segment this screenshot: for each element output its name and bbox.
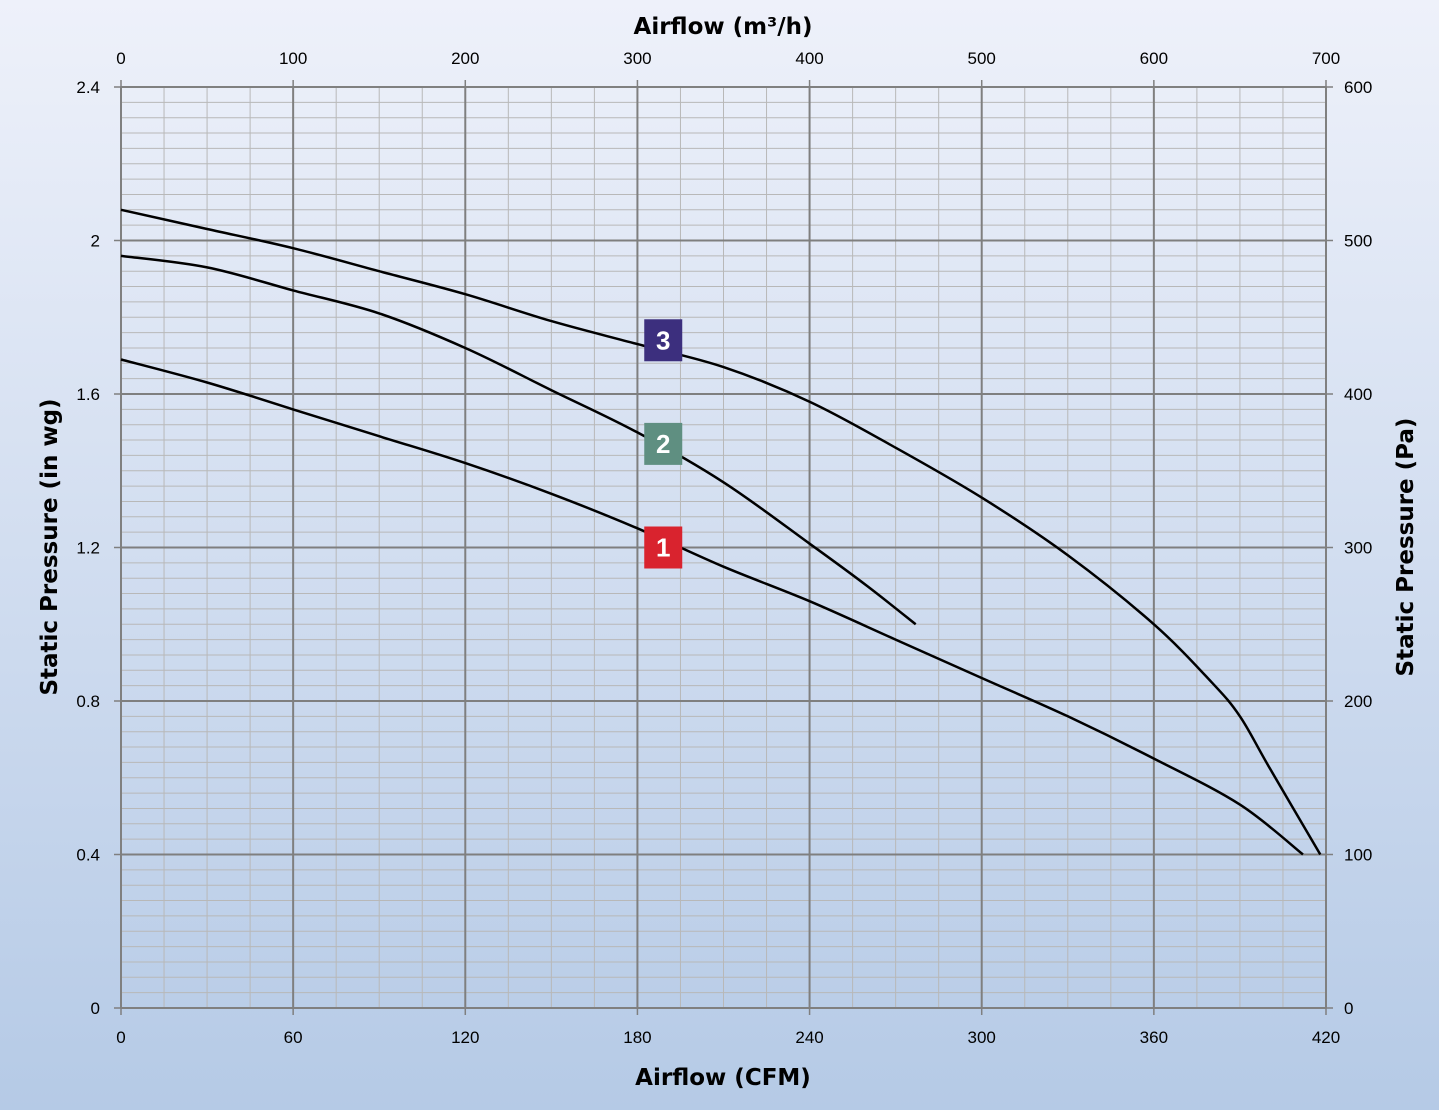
x2-tick-label: 100 xyxy=(279,49,307,68)
x2-tick-label: 300 xyxy=(623,49,651,68)
series-badge-label: 3 xyxy=(656,325,670,355)
series-lines xyxy=(120,208,1322,856)
x-axis-title: Airflow (CFM) xyxy=(635,1065,811,1091)
x2-tick-label: 600 xyxy=(1140,49,1168,68)
series-badge-label: 1 xyxy=(656,533,670,563)
x-tick-label: 60 xyxy=(284,1028,303,1047)
x-axis-ticks: 0 60 120 180 240 300 360 420 xyxy=(116,1028,1340,1047)
y2-tick-label: 200 xyxy=(1344,692,1372,711)
x2-tick-label: 500 xyxy=(968,49,996,68)
y-tick-label: 2 xyxy=(91,232,100,251)
x2-tick-label: 700 xyxy=(1312,49,1340,68)
x2-tick-label: 200 xyxy=(451,49,479,68)
series-badge-label: 2 xyxy=(656,429,670,459)
y-axis-ticks: 0 0.4 0.8 1.2 1.6 2 2.4 xyxy=(76,78,100,1018)
y-tick-label: 1.6 xyxy=(76,385,100,404)
series-badge-1: 1 xyxy=(644,526,683,569)
y2-tick-label: 300 xyxy=(1344,539,1372,558)
x2-axis-ticks: 0 100 200 300 400 500 600 700 xyxy=(116,49,1340,68)
y2-tick-label: 500 xyxy=(1344,232,1372,251)
x-tick-label: 300 xyxy=(968,1028,996,1047)
y2-axis-ticks: 0 100 200 300 400 500 600 xyxy=(1344,78,1372,1018)
x2-axis-title: Airflow (m³/h) xyxy=(634,14,813,40)
y2-tick-label: 100 xyxy=(1344,846,1372,865)
series-line-1 xyxy=(120,358,1304,856)
series-line-2 xyxy=(120,254,917,626)
x-tick-label: 0 xyxy=(116,1028,125,1047)
y-tick-label: 2.4 xyxy=(76,78,100,97)
x2-tick-label: 400 xyxy=(795,49,823,68)
x-tick-label: 180 xyxy=(623,1028,651,1047)
y-axis-title: Static Pressure (in wg) xyxy=(37,398,63,695)
y-tick-label: 0.4 xyxy=(76,846,100,865)
series-badge-2: 2 xyxy=(644,422,683,465)
x-tick-label: 360 xyxy=(1140,1028,1168,1047)
series-badge-box xyxy=(644,526,683,569)
series-badge-3: 3 xyxy=(644,319,683,362)
y-tick-label: 0 xyxy=(91,999,100,1018)
y2-tick-label: 600 xyxy=(1344,78,1372,97)
x-tick-label: 240 xyxy=(795,1028,823,1047)
x2-tick-label: 0 xyxy=(116,49,125,68)
y2-tick-label: 400 xyxy=(1344,385,1372,404)
y-tick-label: 0.8 xyxy=(76,692,100,711)
series-line-3 xyxy=(120,208,1322,856)
series-badge-box xyxy=(644,422,683,465)
y2-axis-title: Static Pressure (Pa) xyxy=(1393,418,1419,677)
tick-marks xyxy=(114,80,1333,1015)
series-badge-box xyxy=(644,319,683,362)
x-tick-label: 120 xyxy=(451,1028,479,1047)
x-tick-label: 420 xyxy=(1312,1028,1340,1047)
series-badges: 1 2 3 xyxy=(644,319,683,569)
y2-tick-label: 0 xyxy=(1344,999,1353,1018)
y-tick-label: 1.2 xyxy=(76,539,100,558)
